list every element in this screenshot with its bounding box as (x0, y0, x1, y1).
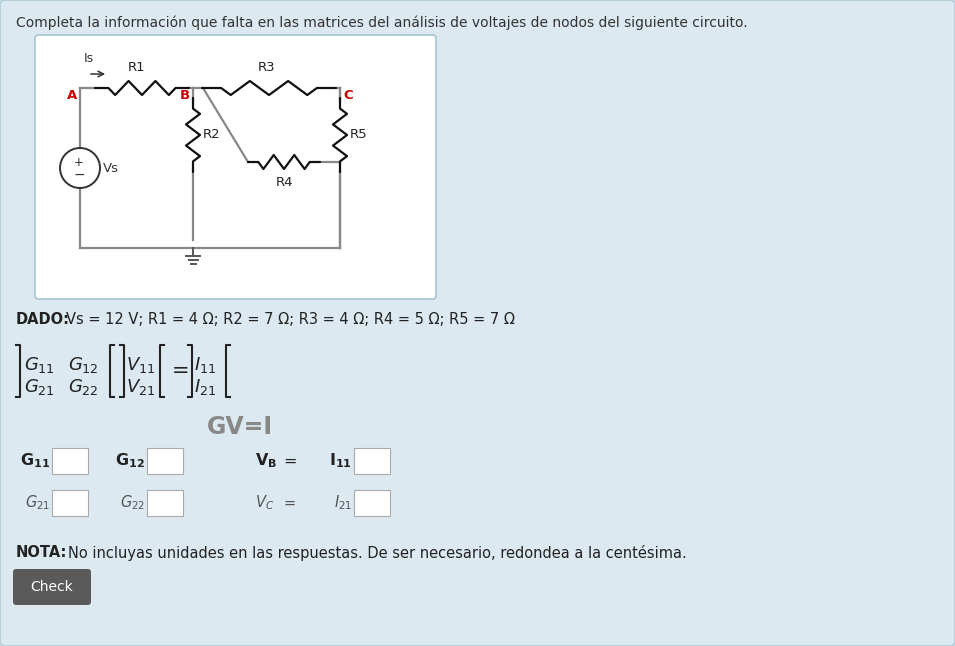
FancyBboxPatch shape (147, 490, 183, 516)
Text: GV=I: GV=I (207, 415, 273, 439)
Text: $V_{11}$: $V_{11}$ (126, 355, 156, 375)
Text: $G_{22}$: $G_{22}$ (119, 494, 145, 512)
FancyBboxPatch shape (354, 448, 390, 474)
FancyBboxPatch shape (13, 569, 91, 605)
Text: R2: R2 (203, 129, 221, 141)
Text: $G_{21}$: $G_{21}$ (25, 494, 50, 512)
Text: No incluyas unidades en las respuestas. De ser necesario, redondea a la centésim: No incluyas unidades en las respuestas. … (68, 545, 687, 561)
Text: Vs = 12 V; R1 = 4 Ω; R2 = 7 Ω; R3 = 4 Ω; R4 = 5 Ω; R5 = 7 Ω: Vs = 12 V; R1 = 4 Ω; R2 = 7 Ω; R3 = 4 Ω;… (66, 312, 515, 327)
Text: $\mathbf{G_{12}}$: $\mathbf{G_{12}}$ (116, 452, 145, 470)
Text: =: = (172, 361, 190, 381)
Text: $I_{11}$: $I_{11}$ (194, 355, 216, 375)
Text: −: − (74, 168, 85, 182)
Text: Is: Is (84, 52, 95, 65)
Text: =: = (283, 453, 296, 468)
Text: NOTA:: NOTA: (16, 545, 68, 560)
Text: R4: R4 (275, 176, 293, 189)
Text: R1: R1 (128, 61, 145, 74)
Text: DADO:: DADO: (16, 312, 70, 327)
Text: $G_{12}$: $G_{12}$ (68, 355, 98, 375)
FancyBboxPatch shape (354, 490, 390, 516)
Text: $\mathbf{I_{11}}$: $\mathbf{I_{11}}$ (329, 452, 352, 470)
Text: $\mathbf{V_B}$: $\mathbf{V_B}$ (255, 452, 277, 470)
Text: $V_C$: $V_C$ (255, 494, 274, 512)
FancyBboxPatch shape (52, 448, 88, 474)
Text: +: + (74, 156, 84, 169)
Text: R3: R3 (258, 61, 275, 74)
Text: $I_{21}$: $I_{21}$ (194, 377, 216, 397)
Text: $G_{21}$: $G_{21}$ (24, 377, 54, 397)
Text: $G_{11}$: $G_{11}$ (24, 355, 54, 375)
FancyBboxPatch shape (35, 35, 436, 299)
Text: $G_{22}$: $G_{22}$ (68, 377, 98, 397)
Text: R5: R5 (350, 129, 368, 141)
Text: $\mathbf{G_{11}}$: $\mathbf{G_{11}}$ (20, 452, 50, 470)
Text: $I_{21}$: $I_{21}$ (333, 494, 352, 512)
Text: Completa la información que falta en las matrices del análisis de voltajes de no: Completa la información que falta en las… (16, 16, 748, 30)
Text: Vs: Vs (103, 162, 119, 174)
Text: C: C (343, 89, 352, 102)
Text: Check: Check (31, 580, 74, 594)
FancyBboxPatch shape (147, 448, 183, 474)
Text: $V_{21}$: $V_{21}$ (126, 377, 156, 397)
Text: A: A (67, 89, 77, 102)
Text: B: B (180, 89, 190, 102)
Text: =: = (283, 495, 295, 510)
FancyBboxPatch shape (52, 490, 88, 516)
